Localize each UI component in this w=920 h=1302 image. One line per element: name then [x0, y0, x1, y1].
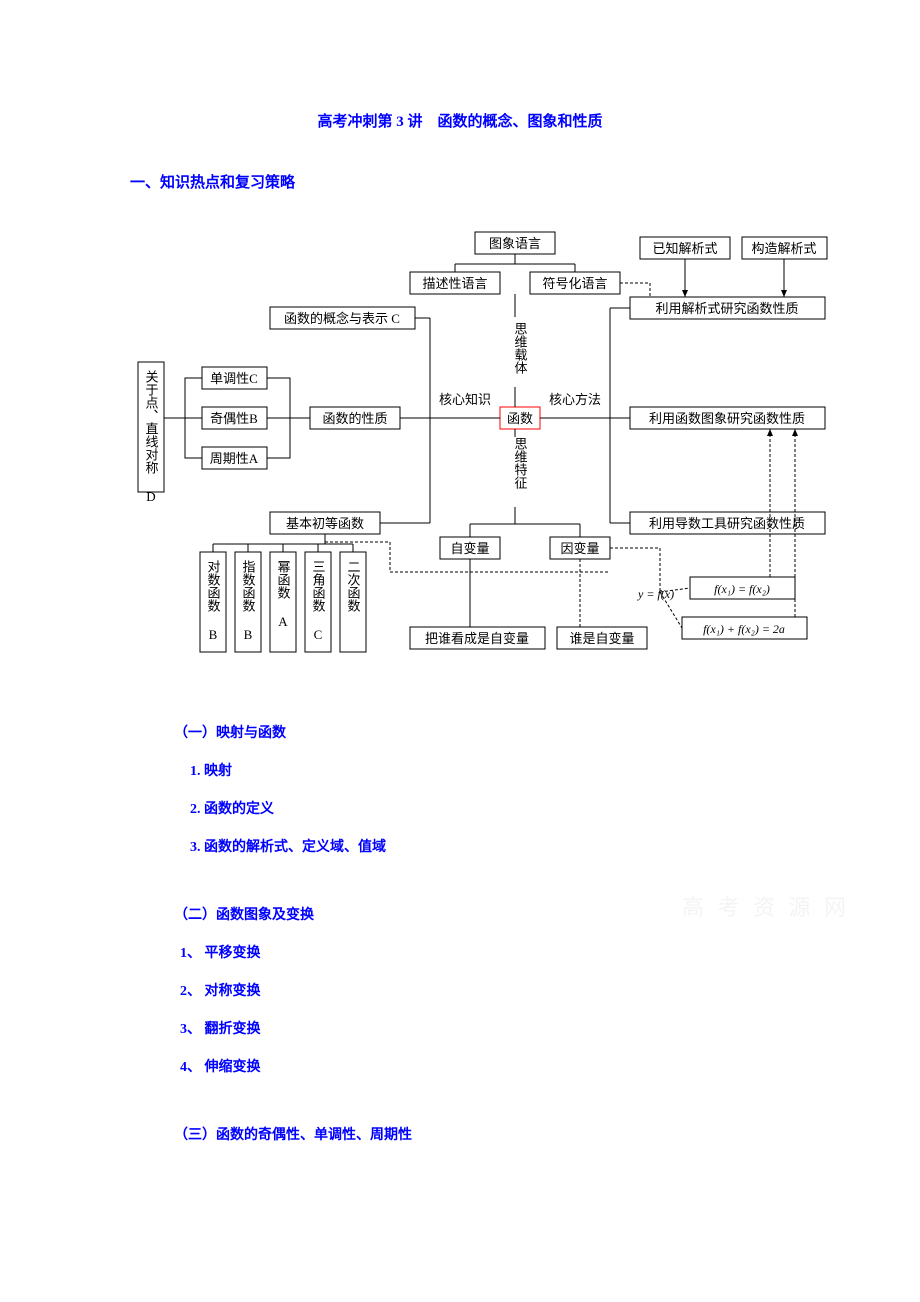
node-use-formula-label: 利用解析式研究函数性质	[655, 301, 798, 316]
label-thinking-feature: 思维特征	[513, 437, 528, 490]
node-who-indep-label: 把谁看成是自变量	[425, 631, 529, 646]
basic-funcs: 对数函数 B 指数函数 B 幂函数 A 三角函数 C 二次函数	[200, 552, 366, 652]
node-sym-label: 关于点、直线对称 D	[144, 370, 159, 504]
node-eq2-label: f(x₁) + f(x₂) = 2a	[703, 622, 785, 636]
sub1-item: 1. 映射	[130, 760, 790, 780]
sub2-item: 3、 翻折变换	[130, 1018, 790, 1038]
node-img-lang-label: 图象语言	[489, 236, 541, 251]
node-sym-lang-label: 符号化语言	[542, 276, 607, 291]
node-known-formula-label: 已知解析式	[652, 241, 717, 256]
page-title: 高考冲刺第 3 讲 函数的概念、图象和性质	[130, 110, 790, 131]
node-period-label: 周期性A	[210, 451, 259, 466]
node-yfx: y = f(x)	[637, 587, 674, 601]
edge	[455, 254, 575, 272]
node-desc-lang-label: 描述性语言	[422, 276, 487, 291]
svg-text:幂函数 A: 幂函数 A	[276, 560, 291, 629]
edge	[267, 378, 310, 458]
edge	[610, 308, 630, 523]
sub2-item: 4、 伸缩变换	[130, 1056, 790, 1076]
svg-text:指数函数 B: 指数函数 B	[241, 560, 256, 642]
node-dep-label: 因变量	[560, 541, 599, 556]
node-use-deriv-label: 利用导数工具研究函数性质	[649, 516, 805, 531]
svg-text:二次函数: 二次函数	[346, 560, 361, 612]
node-who-dep-label: 谁是自变量	[569, 631, 634, 646]
label-core-method: 核心方法	[549, 392, 601, 407]
svg-text:对数函数 B: 对数函数 B	[206, 560, 221, 642]
node-use-graph-label: 利用函数图象研究函数性质	[649, 411, 805, 426]
edge	[470, 524, 580, 537]
sub1-item: 3. 函数的解析式、定义域、值域	[130, 836, 790, 856]
node-concept-label: 函数的概念与表示 C	[284, 311, 400, 326]
sub2-heading: （二）函数图象及变换	[130, 904, 790, 924]
node-parity-label: 奇偶性B	[210, 411, 258, 426]
sub1-item: 2. 函数的定义	[130, 798, 790, 818]
page: 高考冲刺第 3 讲 函数的概念、图象和性质 一、知识热点和复习策略 函数 核心知…	[0, 0, 920, 1222]
node-property-label: 函数的性质	[322, 411, 387, 426]
node-eq1-label: f(x₁) = f(x₂)	[714, 582, 770, 596]
edge	[213, 534, 353, 552]
label-core-knowledge: 核心知识	[439, 392, 491, 407]
edge	[620, 283, 650, 297]
node-indep-label: 自变量	[450, 541, 489, 556]
node-basic-label: 基本初等函数	[286, 516, 364, 531]
sub1-heading: （一）映射与函数	[130, 722, 790, 742]
concept-diagram: 函数 核心知识 核心方法 思维载体 思维特征 函数的性质 函数的概念与表示 C …	[130, 212, 790, 692]
label-thinking-carrier: 思维载体	[513, 322, 528, 374]
node-mono-label: 单调性C	[210, 371, 258, 386]
node-center-label: 函数	[507, 411, 533, 426]
sub2-item: 2、 对称变换	[130, 980, 790, 1000]
sub2-item: 1、 平移变换	[130, 942, 790, 962]
sub3-heading: （三）函数的奇偶性、单调性、周期性	[130, 1124, 790, 1144]
svg-text:三角函数 C: 三角函数 C	[311, 560, 326, 642]
section-1-heading: 一、知识热点和复习策略	[130, 171, 790, 192]
edge	[164, 378, 202, 458]
node-construct-formula-label: 构造解析式	[751, 241, 816, 256]
